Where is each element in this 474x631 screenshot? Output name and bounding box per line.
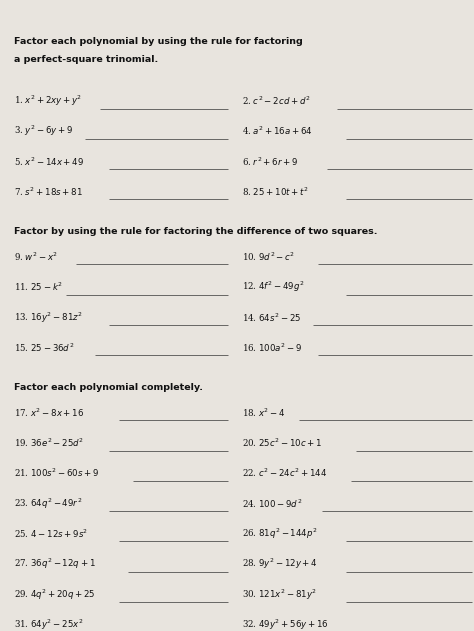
Text: 1. $x^2 + 2xy + y^2$: 1. $x^2 + 2xy + y^2$	[14, 94, 82, 108]
Text: 21. $100s^2 - 60s + 9$: 21. $100s^2 - 60s + 9$	[14, 467, 100, 480]
Text: 19. $36e^2 - 25d^2$: 19. $36e^2 - 25d^2$	[14, 437, 84, 449]
Text: 4. $a^2 + 16a + 64$: 4. $a^2 + 16a + 64$	[242, 125, 312, 138]
Text: 10. $9d^2 - c^2$: 10. $9d^2 - c^2$	[242, 251, 295, 263]
Text: 8. $25 + 10t + t^2$: 8. $25 + 10t + t^2$	[242, 186, 309, 198]
Text: a perfect-square trinomial.: a perfect-square trinomial.	[14, 56, 158, 64]
Text: 32. $49y^2 + 56y + 16$: 32. $49y^2 + 56y + 16$	[242, 618, 328, 631]
Text: 11. $25 - k^2$: 11. $25 - k^2$	[14, 281, 63, 293]
Text: 30. $121x^2 - 81y^2$: 30. $121x^2 - 81y^2$	[242, 587, 317, 601]
Text: 17. $x^2 - 8x + 16$: 17. $x^2 - 8x + 16$	[14, 406, 84, 419]
Text: Factor by using the rule for factoring the difference of two squares.: Factor by using the rule for factoring t…	[14, 227, 378, 236]
Text: 3. $y^2 - 6y + 9$: 3. $y^2 - 6y + 9$	[14, 124, 73, 138]
Text: 18. $x^2 - 4$: 18. $x^2 - 4$	[242, 406, 285, 419]
Text: 28. $9y^2 - 12y + 4$: 28. $9y^2 - 12y + 4$	[242, 557, 318, 571]
Text: 16. $100a^2 - 9$: 16. $100a^2 - 9$	[242, 341, 302, 354]
Text: Factor each polynomial by using the rule for factoring: Factor each polynomial by using the rule…	[14, 37, 303, 45]
Text: 13. $16y^2 - 81z^2$: 13. $16y^2 - 81z^2$	[14, 310, 83, 324]
Text: 7. $s^2 + 18s + 81$: 7. $s^2 + 18s + 81$	[14, 186, 83, 198]
Text: 31. $64y^2 - 25x^2$: 31. $64y^2 - 25x^2$	[14, 618, 83, 631]
Text: 6. $r^2 + 6r + 9$: 6. $r^2 + 6r + 9$	[242, 155, 298, 168]
Text: 2. $c^2 - 2cd + d^2$: 2. $c^2 - 2cd + d^2$	[242, 95, 310, 107]
Text: 22. $c^2 - 24c^2 + 144$: 22. $c^2 - 24c^2 + 144$	[242, 467, 327, 480]
Text: 24. $100 - 9d^2$: 24. $100 - 9d^2$	[242, 497, 302, 510]
Text: 26. $81q^2 - 144p^2$: 26. $81q^2 - 144p^2$	[242, 527, 318, 541]
Text: Factor each polynomial completely.: Factor each polynomial completely.	[14, 383, 203, 392]
Text: 9. $w^2 - x^2$: 9. $w^2 - x^2$	[14, 251, 58, 263]
Text: 15. $25 - 36d^2$: 15. $25 - 36d^2$	[14, 341, 75, 354]
Text: 12. $4f^2 - 49g^2$: 12. $4f^2 - 49g^2$	[242, 280, 304, 294]
Text: 14. $64s^2 - 25$: 14. $64s^2 - 25$	[242, 311, 301, 324]
Text: 25. $4 - 12s + 9s^2$: 25. $4 - 12s + 9s^2$	[14, 528, 89, 540]
Text: 23. $64q^2 - 49r^2$: 23. $64q^2 - 49r^2$	[14, 497, 82, 510]
Text: 27. $36q^2 - 12q + 1$: 27. $36q^2 - 12q + 1$	[14, 557, 96, 571]
Text: 5. $x^2 - 14x + 49$: 5. $x^2 - 14x + 49$	[14, 155, 84, 168]
Text: 20. $25c^2 - 10c + 1$: 20. $25c^2 - 10c + 1$	[242, 437, 322, 449]
Text: 29. $4q^2 + 20q + 25$: 29. $4q^2 + 20q + 25$	[14, 587, 96, 601]
